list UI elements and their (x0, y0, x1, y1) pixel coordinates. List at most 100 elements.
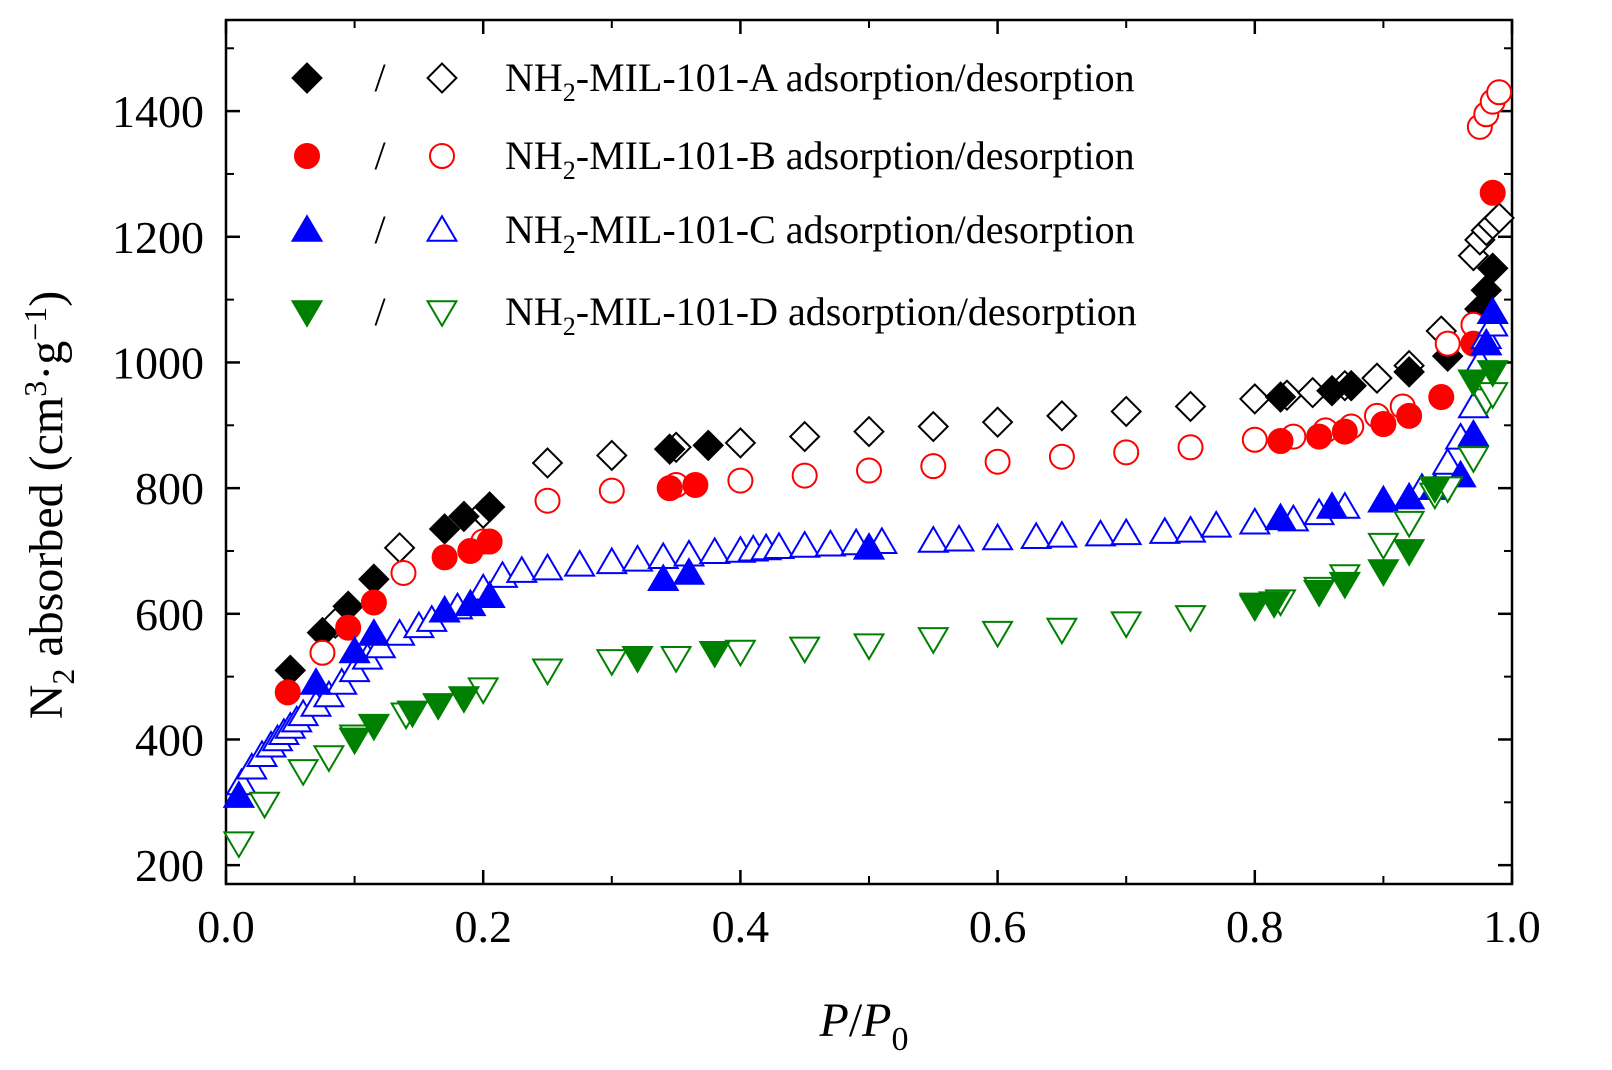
desorption-point (659, 645, 693, 674)
legend-bg (250, 116, 1250, 192)
legend-filled-marker (294, 143, 320, 169)
desorption-point (1174, 390, 1207, 423)
legend-label-suffix: -MIL-101-C adsorption/desorption (576, 207, 1135, 252)
axis-ticks: 0.0 0.2 0.4 0.6 0.8 1.0 200 400 600 800 1000 1200 14… (112, 20, 1541, 952)
desorption-point (1431, 447, 1464, 475)
desorption-point (390, 559, 417, 586)
desorption-point (724, 427, 757, 459)
legend-label-sub: 2 (563, 312, 576, 341)
legend-label-sub: 2 (563, 78, 576, 107)
desorption-point (791, 462, 818, 489)
legend-separator: / (374, 133, 386, 178)
adsorption-point (431, 544, 458, 571)
desorption-point (814, 528, 847, 557)
desorption-point (724, 639, 757, 668)
legend-label: NH2-MIL-101-D adsorption/desorption (505, 289, 1137, 341)
adsorption-point (1418, 476, 1451, 504)
adsorption-point (338, 727, 371, 756)
desorption-point (1486, 79, 1513, 106)
adsorption-point (1264, 381, 1297, 413)
legend-bg (250, 272, 1250, 348)
adsorption-point (428, 513, 461, 545)
adsorption-point (1335, 369, 1368, 402)
desorption-point (1020, 521, 1053, 549)
legend-filled-marker (291, 62, 323, 94)
desorption-point (1084, 518, 1117, 547)
adsorption-point (1370, 411, 1397, 438)
desorption-point (534, 487, 561, 514)
adsorption-point (476, 528, 503, 555)
desorption-point (595, 546, 628, 575)
desorption-point (1046, 400, 1078, 432)
y-axis-title-exp2: −1 (17, 307, 53, 341)
series-group (274, 79, 1513, 706)
x-tick-label: 0.4 (712, 901, 770, 952)
adsorption-point (1367, 484, 1400, 513)
desorption-point (727, 467, 754, 494)
desorption-point (1174, 605, 1207, 633)
desorption-point (920, 453, 947, 480)
adsorption-point (1428, 384, 1455, 411)
adsorption-point (698, 640, 731, 669)
y-tick-label: 1200 (112, 212, 204, 263)
desorption-point (595, 649, 628, 677)
adsorption-point (396, 700, 429, 729)
adsorption-point (338, 635, 371, 664)
legend-label-suffix: -MIL-101-A adsorption/desorption (576, 55, 1135, 100)
legend: / NH2-MIL-101-A adsorption/desorption/NH2… (250, 38, 1250, 348)
series-group (274, 202, 1515, 687)
desorption-point (312, 745, 346, 773)
desorption-point (917, 525, 950, 553)
adsorption-point (1479, 179, 1506, 206)
desorption-point (984, 448, 1011, 475)
adsorption-point (692, 429, 725, 462)
desorption-point (698, 536, 731, 565)
adsorption-point (1396, 402, 1423, 429)
desorption-point (1110, 395, 1143, 428)
y-tick-label: 800 (135, 463, 204, 514)
desorption-point (917, 410, 950, 443)
adsorption-point (621, 645, 654, 674)
adsorption-point (428, 594, 461, 623)
y-tick-label: 200 (135, 840, 204, 891)
desorption-point (852, 633, 886, 662)
desorption-point (531, 447, 564, 479)
desorption-point (309, 639, 336, 666)
legend-bg (250, 38, 1250, 114)
legend-label: NH2-MIL-101-C adsorption/desorption (505, 207, 1135, 259)
desorption-point (531, 658, 564, 687)
legend-bg (250, 190, 1250, 266)
adsorption-point (447, 686, 481, 714)
adsorption-point (653, 433, 686, 465)
adsorption-point (1457, 418, 1490, 447)
desorption-point (853, 415, 885, 448)
adsorption-point (672, 557, 706, 585)
adsorption-point (358, 563, 390, 596)
adsorption-point (1367, 559, 1400, 587)
x-axis-title: P/P0 (819, 994, 909, 1058)
legend-label-suffix: -MIL-101-D adsorption/desorption (576, 289, 1137, 334)
adsorption-point (357, 618, 391, 646)
desorption-point (505, 555, 538, 583)
desorption-point (563, 549, 596, 577)
x-tick-label: 1.0 (1483, 901, 1541, 952)
adsorption-point (1393, 356, 1425, 388)
desorption-point (788, 636, 821, 665)
adsorption-point (1457, 369, 1490, 398)
desorption-point (1045, 520, 1079, 548)
y-axis-title-n-sub: 2 (45, 669, 81, 685)
desorption-point (1238, 383, 1271, 415)
y-axis-title-n: N (20, 685, 73, 720)
desorption-point (1113, 439, 1140, 466)
desorption-point (621, 543, 654, 572)
desorption-point (788, 420, 821, 453)
adsorption-point (1315, 491, 1349, 519)
adsorption-point (1257, 591, 1291, 619)
desorption-point (1241, 426, 1268, 453)
x-tick-label: 0.6 (969, 901, 1027, 952)
y-axis-title-exp1: 3 (17, 381, 53, 397)
legend-label-sub: 2 (563, 230, 576, 259)
desorption-point (917, 627, 950, 655)
x-tick-label: 0.2 (454, 901, 512, 952)
desorption-point (1367, 532, 1400, 561)
